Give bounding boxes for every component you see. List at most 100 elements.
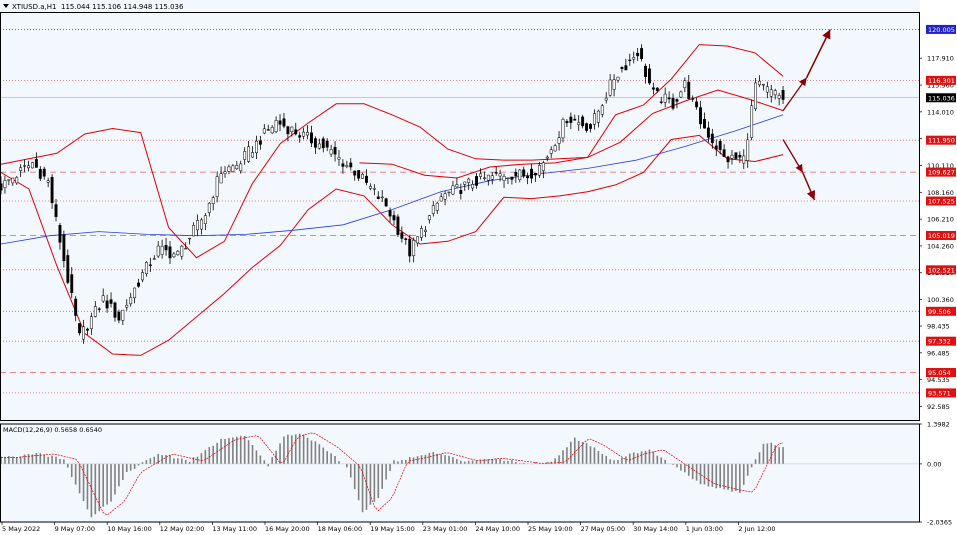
candle [282,118,286,127]
candle [137,282,141,287]
candle [699,107,702,125]
candle [754,82,758,110]
time-tick-label: 27 May 05:00 [581,525,626,533]
level-tag [926,24,956,34]
candle [691,98,695,100]
level-tag-label: 95.054 [928,369,951,377]
candle [290,126,294,132]
candle [219,173,223,184]
macd-title: MACD(12,26,9) 0.5658 0.6540 [3,426,102,434]
moving-average-line [0,114,784,245]
candle [431,205,435,214]
level-tag-label: 116.301 [928,77,955,85]
candle [463,181,467,185]
candle [510,176,514,180]
candle [129,297,133,305]
price-tick-label: 104.260 [927,242,954,250]
candle [121,309,125,321]
candle [475,176,478,186]
candle [758,80,761,86]
candle [404,238,408,240]
time-tick-label: 18 May 06:00 [318,525,363,533]
candle [392,215,396,221]
candle [266,129,270,131]
candle [82,326,85,340]
candle [66,255,70,283]
time-tick-label: 30 May 14:00 [633,525,678,533]
candle [329,149,333,155]
macd-tick-label: 0.00 [927,460,941,468]
time-tick-label: 5 May 2022 [2,525,40,533]
candle [27,165,30,169]
candle [537,165,541,176]
candle [683,80,687,88]
candle [365,175,368,183]
symbol-menu-icon[interactable] [3,4,9,8]
price-tick-label: 115.960 [927,82,954,90]
time-tick-label: 24 May 10:00 [475,525,520,533]
candle [141,272,144,281]
level-tag-label: 102.521 [928,266,955,274]
candle [659,101,663,103]
price-tick-label: 117.910 [927,55,954,63]
candle [581,116,585,127]
candle [663,93,667,103]
price-tick-label: 110.110 [927,162,954,170]
candle [655,87,659,91]
time-tick-label: 23 May 01:00 [423,525,468,533]
candle [471,184,475,189]
candle [695,101,699,108]
candle [506,177,510,179]
candle [231,165,235,172]
candle [423,229,427,232]
time-tick-label: 1 Jun 03:00 [686,525,723,533]
candle [636,52,640,57]
candle [97,308,101,310]
candle [109,299,113,304]
candle [710,133,714,144]
candle [455,184,459,188]
candle [742,155,746,164]
candle [573,118,577,121]
candle [486,174,490,181]
candle [70,274,74,293]
level-tag [926,306,956,316]
candle [168,246,172,259]
candle [777,95,781,99]
candle [243,151,247,160]
candle [93,306,97,317]
candle [526,175,530,179]
candle [223,171,227,174]
time-tick-label: 9 May 07:00 [55,525,95,533]
candle [0,183,3,191]
candle [718,140,722,150]
time-axis-background [0,523,920,535]
candle [113,302,117,318]
candle [211,197,215,204]
candle [345,165,349,167]
level-tag [926,167,956,177]
candle [644,65,647,77]
candle [585,123,589,131]
candle [522,169,526,177]
candle [368,186,372,189]
candle [54,204,58,217]
macd-panel [0,432,919,518]
candle [310,132,313,144]
candle [188,237,192,240]
candle [616,76,620,81]
price-tick-label: 108.160 [927,189,954,197]
candle [278,120,282,125]
main-panel-border [0,12,920,421]
bollinger-lower-line [0,134,784,356]
candle [628,59,632,62]
candle [298,135,302,138]
candle [62,234,66,262]
candle [239,163,243,172]
scenario-arrow [805,29,831,78]
level-tag-label: 105.019 [928,232,955,240]
candle [306,131,309,136]
candle [596,110,600,123]
